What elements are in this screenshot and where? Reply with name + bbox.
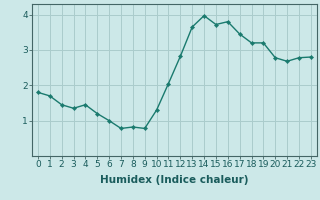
X-axis label: Humidex (Indice chaleur): Humidex (Indice chaleur) [100, 175, 249, 185]
